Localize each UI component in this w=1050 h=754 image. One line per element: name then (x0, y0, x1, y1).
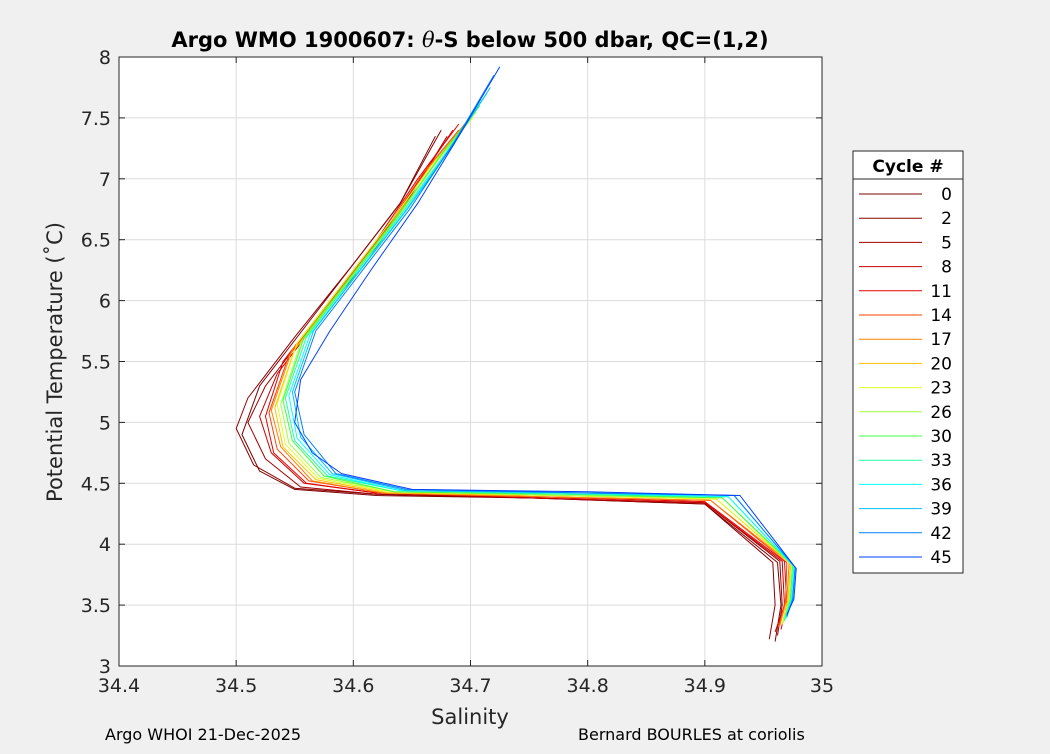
legend-label: 20 (930, 354, 952, 374)
axis-ticks: 34.4 34.5 34.6 34.7 34.8 34.9 35 3 3.5 4 4.5 5 5.5 6 6… (81, 47, 834, 697)
x-tick-label: 34.6 (332, 675, 374, 697)
x-tick-label: 35 (810, 675, 834, 697)
legend-label: 26 (930, 403, 952, 423)
legend-label: 17 (930, 330, 952, 350)
legend-label: 39 (930, 500, 952, 520)
y-tick-label: 3 (99, 656, 111, 678)
legend-label: 30 (930, 427, 952, 447)
y-tick-label: 6 (99, 291, 111, 313)
series-line-cycle-36 (288, 93, 795, 619)
series-line-cycle-2 (235, 129, 776, 640)
series-layer (235, 66, 797, 642)
series-line-cycle-14 (268, 129, 788, 628)
footer-left: Argo WHOI 21-Dec-2025 (105, 725, 302, 744)
legend-label: 36 (930, 475, 952, 495)
y-tick-label: 4 (99, 534, 111, 556)
legend-label: 11 (930, 282, 952, 302)
legend: Cycle # 0 2 5 8 11 14 17 20 23 26 30 33 36 39 42 45 (852, 150, 964, 574)
x-tick-label: 34.9 (684, 675, 726, 697)
y-tick-label: 7.5 (81, 108, 111, 130)
x-tick-label: 34.5 (215, 675, 257, 697)
series-line-cycle-26 (280, 111, 792, 623)
legend-label: 42 (930, 524, 952, 544)
x-tick-label: 34.7 (449, 675, 491, 697)
legend-label: 45 (930, 548, 952, 568)
legend-label: 2 (941, 209, 952, 229)
legend-label: 0 (941, 185, 952, 205)
y-tick-label: 4.5 (81, 473, 111, 495)
legend-label: 8 (941, 258, 952, 278)
series-line-cycle-30 (282, 105, 794, 622)
title-suffix: -S below 500 dbar, QC=(1,2) (435, 28, 769, 52)
legend-label: 14 (930, 306, 952, 326)
y-tick-label: 3.5 (81, 595, 111, 617)
y-axis-label: Potential Temperature (˚C) (43, 222, 67, 502)
y-tick-label: 7 (99, 169, 111, 191)
series-line-cycle-45 (294, 66, 797, 616)
x-tick-label: 34.8 (567, 675, 609, 697)
legend-title: Cycle # (872, 157, 943, 177)
y-tick-label: 8 (99, 47, 111, 69)
y-tick-label: 6.5 (81, 230, 111, 252)
title-prefix: Argo WMO 1900607: (171, 28, 422, 52)
legend-label: 33 (930, 451, 952, 471)
legend-entries: 0 2 5 8 11 14 17 20 23 26 30 33 36 39 42 45 (859, 185, 952, 568)
x-axis-label: Salinity (431, 705, 509, 729)
legend-label: 23 (930, 379, 952, 399)
y-tick-label: 5 (99, 412, 111, 434)
footer-right: Bernard BOURLES at coriolis (578, 725, 805, 744)
chart-title: Argo WMO 1900607: θ-S below 500 dbar, QC… (171, 28, 768, 52)
title-theta: θ (422, 28, 435, 52)
y-tick-label: 5.5 (81, 352, 111, 374)
legend-box (852, 150, 964, 574)
legend-label: 5 (941, 233, 952, 253)
x-tick-label: 34.4 (98, 675, 140, 697)
series-line-cycle-42 (294, 75, 796, 617)
